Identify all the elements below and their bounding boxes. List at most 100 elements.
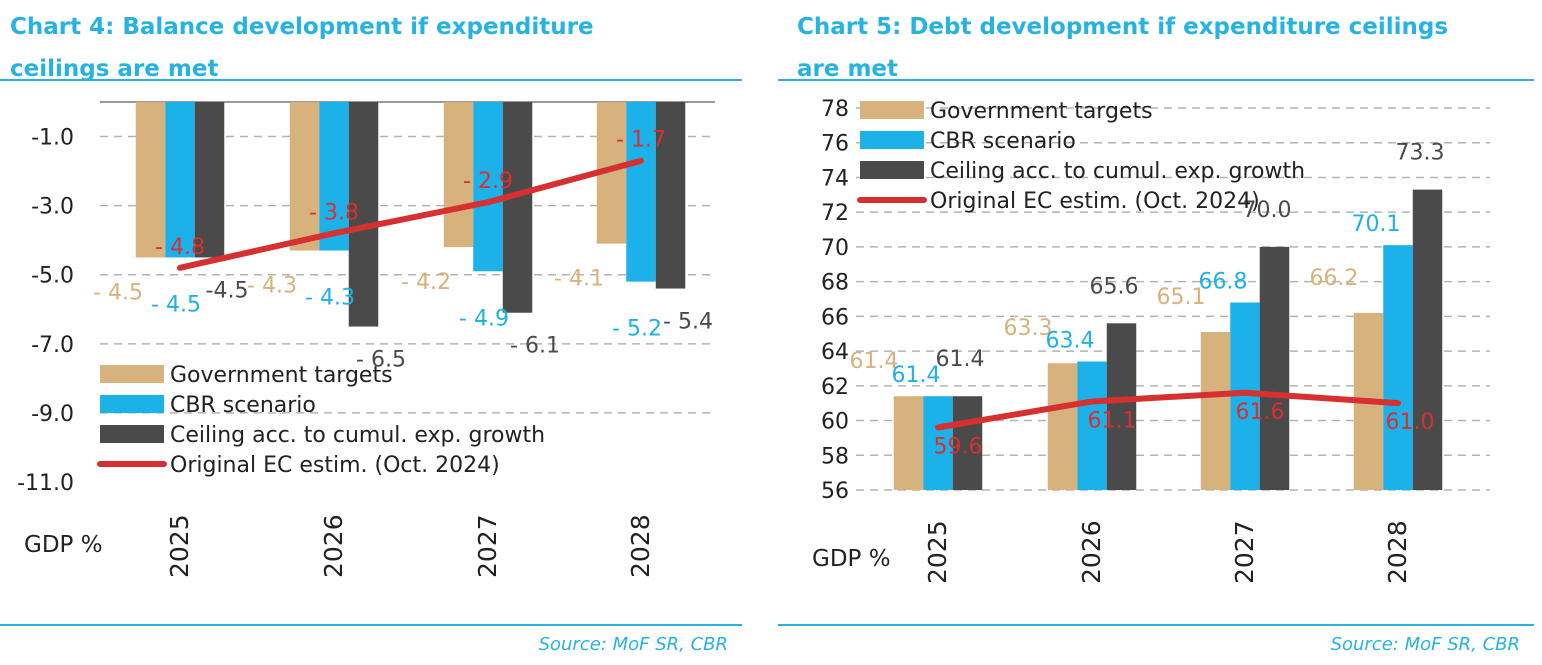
- unit-label: GDP %: [812, 546, 891, 572]
- bar-label-0-2028: 66.2: [1310, 266, 1359, 291]
- bar-2-2028: [655, 102, 686, 289]
- bar-label-2-2026: 65.6: [1090, 274, 1139, 299]
- y-tick-label: -9.0: [31, 402, 74, 427]
- chart4-title-line-1: Chart 4: Balance development if expendit…: [10, 14, 594, 40]
- ec-line: [177, 157, 644, 271]
- bar-label-1-2026: 63.4: [1046, 329, 1095, 354]
- bar-0-2025: [893, 396, 924, 490]
- bar-1-2026: [319, 102, 349, 251]
- category-label: 2028: [1383, 520, 1412, 584]
- bar-label-2-2028: 73.3: [1396, 141, 1445, 166]
- bar-1-2028: [626, 102, 656, 282]
- legend-label: CBR scenario: [170, 393, 316, 418]
- y-tick-label: 56: [821, 479, 849, 504]
- legend-label: Original EC estim. (Oct. 2024): [930, 189, 1260, 214]
- bar-label-0-2028: - 4.1: [554, 267, 604, 292]
- bar-2-2028: [1412, 189, 1443, 491]
- chart5-title: Chart 5: Debt development if expenditure…: [797, 6, 1448, 90]
- bar-0-2025: [135, 102, 166, 258]
- bar-label-2-2025: 61.4: [936, 347, 985, 372]
- bar-0-2027: [1200, 331, 1231, 490]
- category-label: 2027: [1230, 520, 1259, 584]
- legend-swatch: [860, 161, 924, 179]
- bar-label-0-2025: 61.4: [850, 349, 899, 374]
- bar-1-2026: [1077, 361, 1107, 490]
- ec-line: [935, 389, 1401, 431]
- chart4-panel: Chart 4: Balance development if expendit…: [0, 0, 742, 665]
- y-tick-label: -3.0: [31, 195, 74, 220]
- bar-label-2-2026: - 6.5: [356, 348, 406, 373]
- y-tick-label: -5.0: [31, 264, 74, 289]
- bar-1-2027: [473, 102, 503, 272]
- y-tick-label: 72: [821, 201, 849, 226]
- chart5-panel: Chart 5: Debt development if expenditure…: [778, 0, 1534, 665]
- chart4-source: Source: MoF SR, CBR: [538, 634, 728, 655]
- category-label: 2028: [626, 514, 655, 578]
- y-tick-label: 62: [821, 375, 849, 400]
- y-tick-label: 58: [821, 444, 849, 469]
- category-label: 2027: [473, 514, 502, 578]
- bar-label-2-2027: - 6.1: [510, 334, 560, 359]
- chart4-bottom-rule: [0, 624, 742, 626]
- line-label-2027: 61.6: [1236, 400, 1285, 425]
- line-label-2025: - 4.8: [155, 235, 205, 260]
- legend-swatch: [860, 101, 924, 119]
- legend-swatch: [860, 131, 924, 149]
- bar-1-2025: [165, 102, 195, 258]
- legend-label: Original EC estim. (Oct. 2024): [170, 453, 500, 478]
- bar-0-2026: [289, 102, 320, 251]
- bar-2-2026: [348, 102, 379, 327]
- legend-label: Ceiling acc. to cumul. exp. growth: [170, 423, 545, 448]
- bar-label-2-2025: -4.5: [206, 278, 249, 303]
- legend-label: Government targets: [170, 363, 393, 388]
- line-label-2028: 61.0: [1386, 410, 1435, 435]
- y-tick-label: 60: [821, 410, 849, 435]
- chart4-plot: -1.0 -3.0 -5.0 -7.0 -9.0 -11.0 2025 2026 2027 202…: [17, 101, 715, 578]
- bar-2-2027: [502, 102, 533, 313]
- legend-swatch: [100, 395, 164, 413]
- chart5-source: Source: MoF SR, CBR: [1330, 634, 1520, 655]
- line-label-2025: 59.6: [934, 434, 983, 459]
- bar-2-2025: [952, 396, 983, 490]
- bar-2-2026: [1106, 323, 1137, 490]
- bar-label-1-2027: 66.8: [1199, 269, 1248, 294]
- bar-label-1-2025: 61.4: [892, 363, 941, 388]
- bar-2-2025: [194, 102, 225, 258]
- y-tick-label: 64: [821, 340, 849, 365]
- y-tick-label: -7.0: [31, 333, 74, 358]
- bar-label-1-2028: - 5.2: [612, 317, 662, 342]
- y-tick-label: -1.0: [31, 126, 74, 151]
- bar-label-2-2028: - 5.4: [663, 310, 713, 335]
- chart5-plot: 56 58 60 62 64 66 68 70 72 74 76 78 2025 2026 2027 2028…: [812, 97, 1490, 584]
- y-tick-label: 70: [821, 236, 849, 261]
- y-tick-label: 68: [821, 271, 849, 296]
- bar-label-0-2025: - 4.5: [93, 280, 143, 305]
- bar-label-0-2026: - 4.3: [247, 274, 297, 299]
- chart4-title-line-2: ceilings are met: [10, 56, 219, 82]
- bar-label-0-2027: 65.1: [1157, 285, 1206, 310]
- bar-label-2-2027: 70.0: [1243, 198, 1292, 223]
- legend-label: Ceiling acc. to cumul. exp. growth: [930, 159, 1305, 184]
- y-tick-label: 74: [821, 166, 849, 191]
- legend-swatch: [100, 425, 164, 443]
- chart5-bottom-rule: [778, 624, 1534, 626]
- chart5-title-line-1: Chart 5: Debt development if expenditure…: [797, 14, 1449, 40]
- bar-0-2027: [443, 102, 474, 248]
- bar-label-1-2026: - 4.3: [305, 286, 355, 311]
- category-label: 2025: [923, 520, 952, 584]
- bar-label-0-2026: 63.3: [1004, 316, 1053, 341]
- y-tick-label: 66: [821, 305, 849, 330]
- category-label: 2025: [165, 514, 194, 578]
- bar-1-2025: [923, 396, 953, 490]
- bar-0-2026: [1047, 363, 1078, 490]
- y-tick-label: -11.0: [17, 471, 74, 496]
- line-label-2026: 61.1: [1088, 408, 1137, 433]
- category-label: 2026: [319, 514, 348, 578]
- category-label: 2026: [1077, 520, 1106, 584]
- bar-label-0-2027: - 4.2: [401, 270, 451, 295]
- unit-label: GDP %: [24, 532, 103, 558]
- y-tick-label: 78: [821, 97, 849, 122]
- chart4-top-rule: [0, 79, 742, 81]
- line-label-2027: - 2.9: [463, 169, 513, 194]
- y-tick-label: 76: [821, 132, 849, 157]
